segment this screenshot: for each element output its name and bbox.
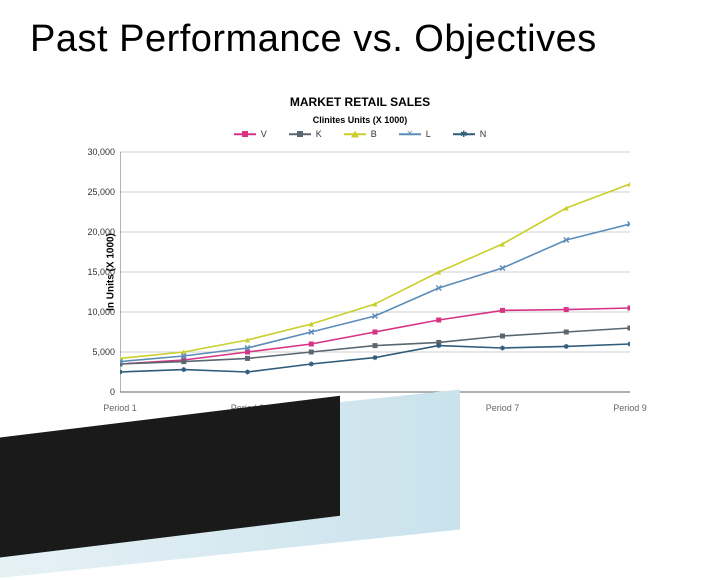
y-tick-label: 25,000 — [75, 187, 115, 197]
legend-item: V — [234, 129, 267, 139]
legend-item: ✱N — [453, 129, 487, 139]
chart-legend: V K B ✕L ✱N — [80, 129, 640, 139]
y-tick-label: 30,000 — [75, 147, 115, 157]
chart-title: MARKET RETAIL SALES — [80, 95, 640, 109]
y-tick-label: 10,000 — [75, 307, 115, 317]
x-tick-label: Period 1 — [103, 403, 137, 413]
legend-label: L — [426, 129, 431, 139]
y-tick-label: 15,000 — [75, 267, 115, 277]
legend-item: B — [344, 129, 377, 139]
legend-label: V — [261, 129, 267, 139]
page-title: Past Performance vs. Objectives — [0, 0, 720, 61]
y-tick-label: 20,000 — [75, 227, 115, 237]
legend-label: B — [371, 129, 377, 139]
y-tick-label: 5,000 — [75, 347, 115, 357]
chart-plot-area: In Units (X 1000) 05,00010,00015,00020,0… — [120, 147, 630, 397]
chart-svg — [120, 147, 630, 397]
x-tick-label: Period 9 — [613, 403, 647, 413]
chart-subtitle: Clinites Units (X 1000) — [80, 115, 640, 125]
legend-item: ✕L — [399, 129, 431, 139]
chart-container: MARKET RETAIL SALES Clinites Units (X 10… — [80, 95, 640, 397]
x-tick-label: Period 7 — [486, 403, 520, 413]
legend-label: N — [480, 129, 487, 139]
legend-item: K — [289, 129, 322, 139]
legend-label: K — [316, 129, 322, 139]
y-tick-label: 0 — [75, 387, 115, 397]
